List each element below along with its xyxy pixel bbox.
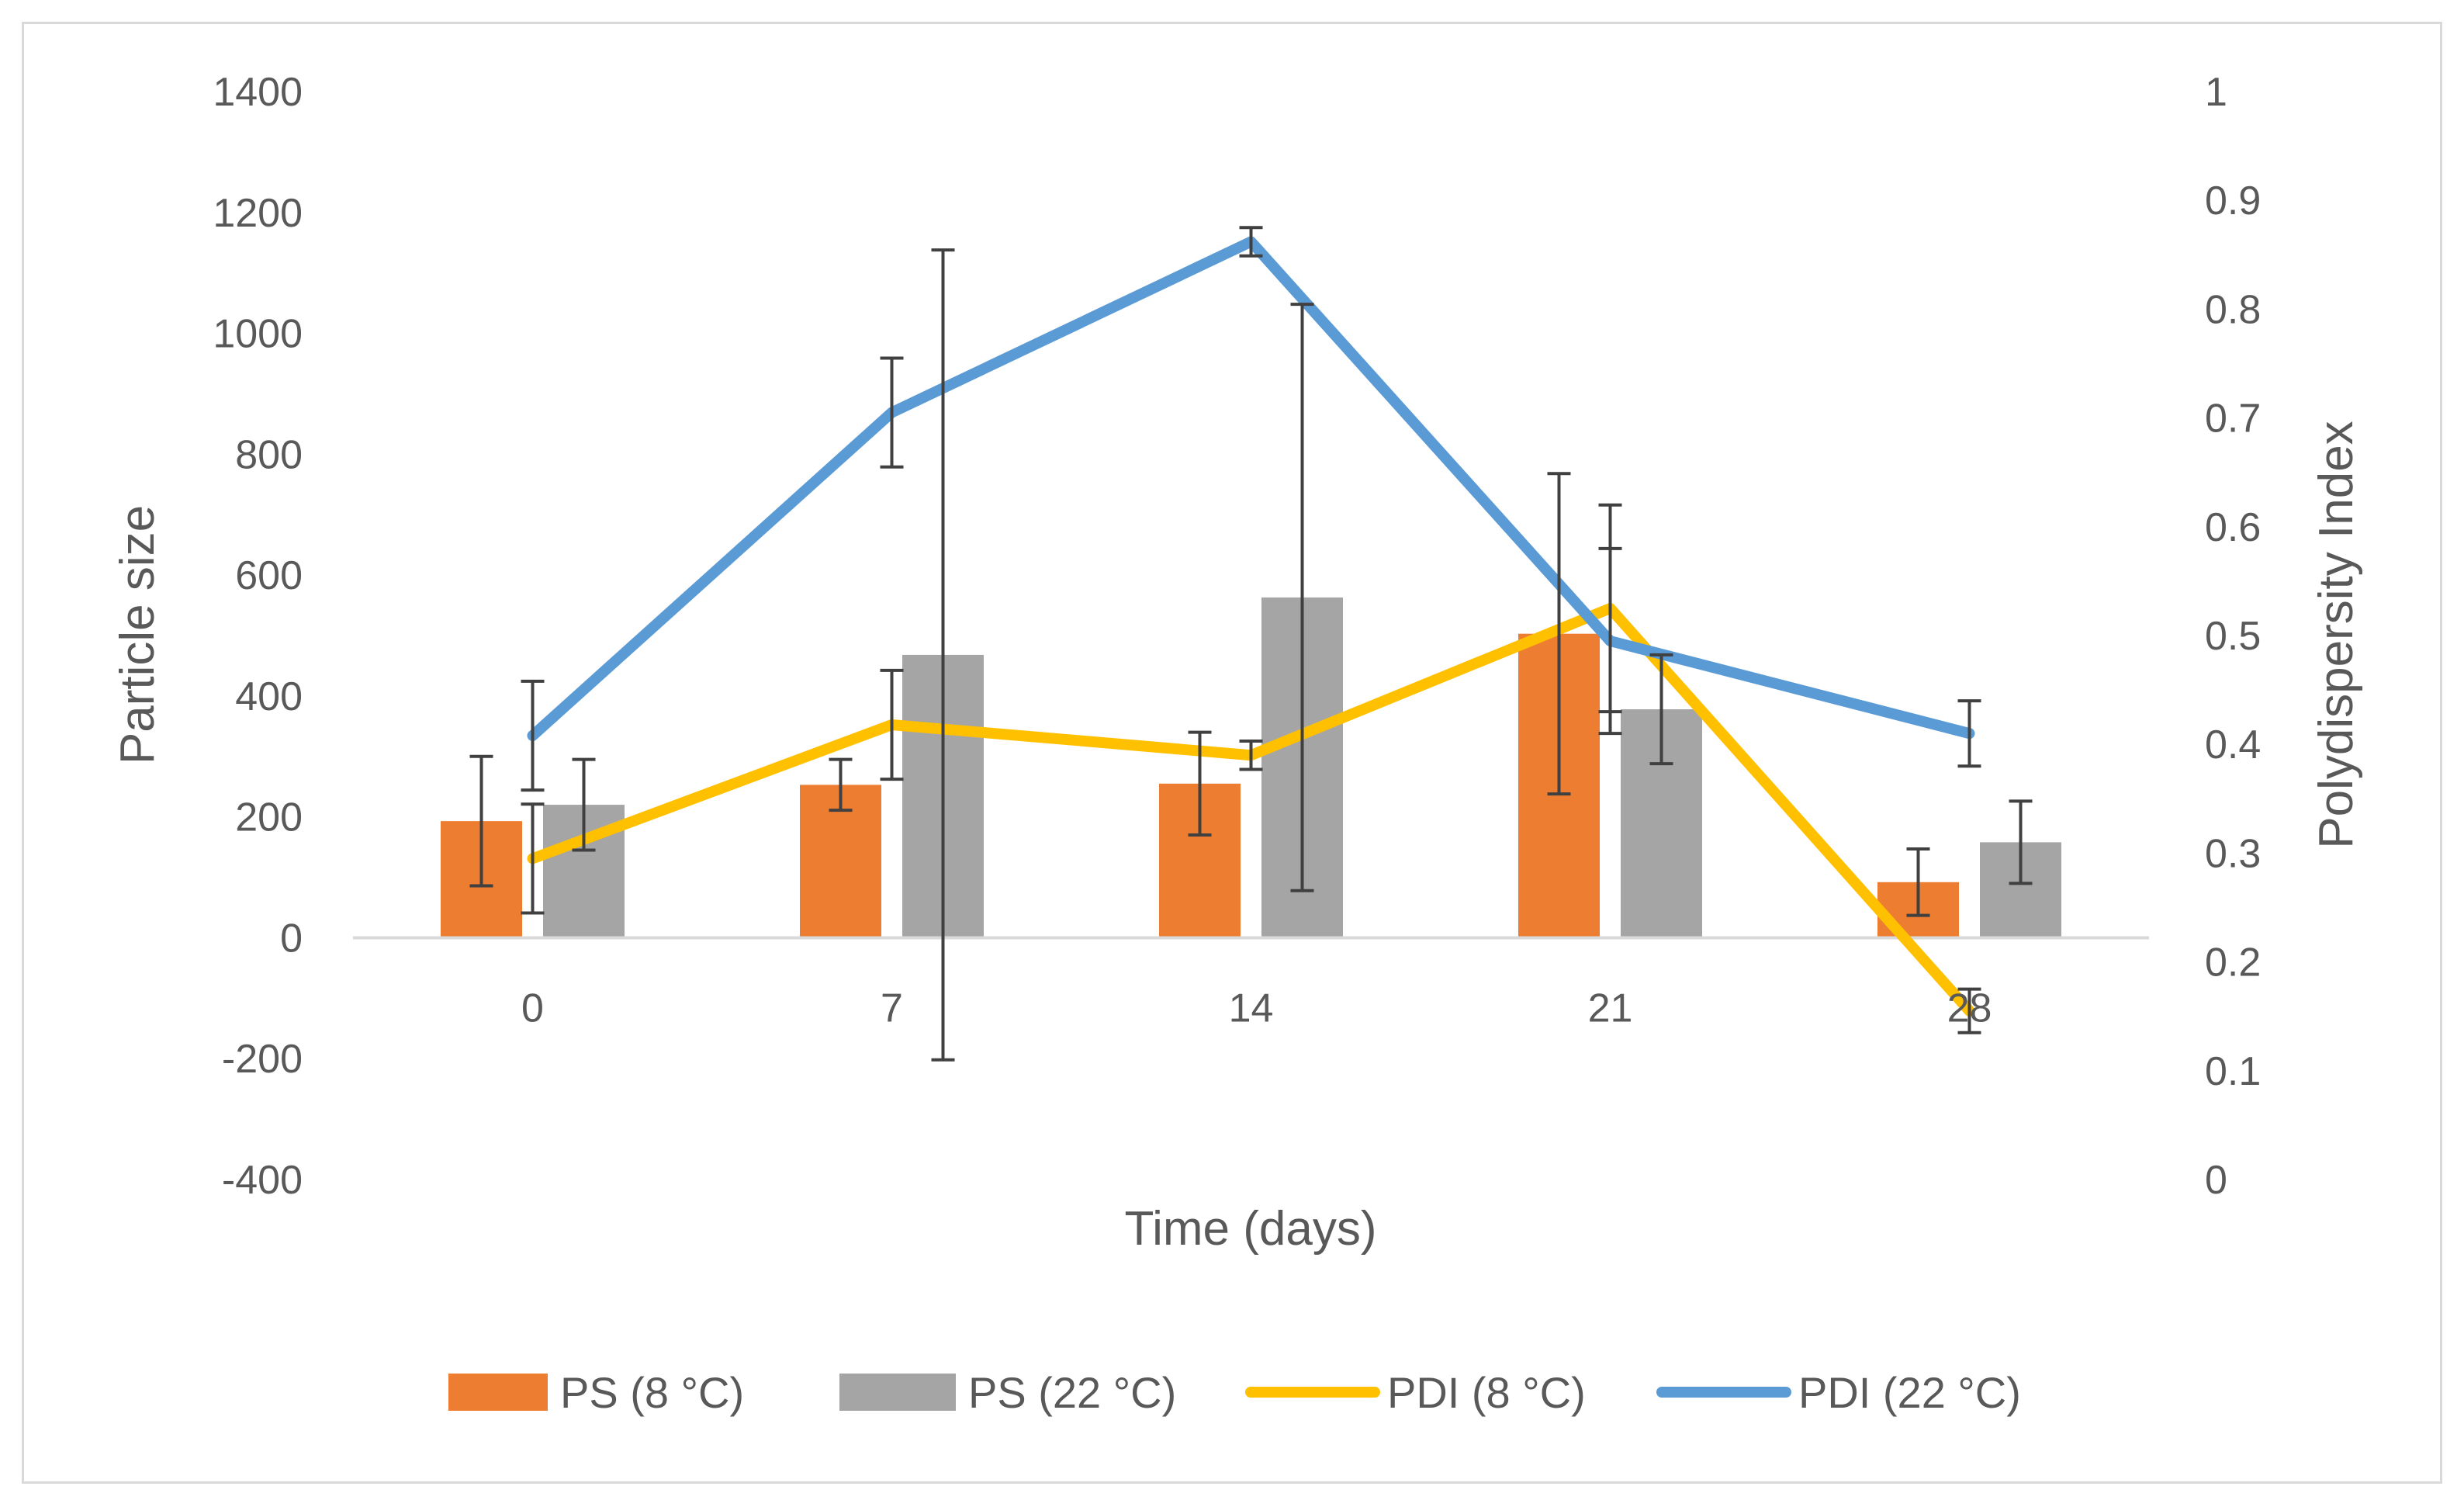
chart-frame bbox=[22, 22, 2442, 1484]
error-bar-pdi-8c-day-14 bbox=[1239, 739, 1263, 771]
lines-layer bbox=[527, 236, 1975, 1017]
legend-item-pdi-22c: PDI (22 °C) bbox=[1656, 1368, 2021, 1417]
error-bar-ps-8c-day-28 bbox=[1906, 847, 1930, 917]
legend-item-pdi-8c: PDI (8 °C) bbox=[1245, 1368, 1586, 1417]
error-bars-layer bbox=[469, 226, 2033, 1062]
error-bar-ps-8c-day-0 bbox=[469, 754, 493, 888]
legend-swatch-ps-8c bbox=[448, 1374, 548, 1411]
error-bar-ps-22c-day-0 bbox=[572, 757, 596, 852]
left-axis: -400 -200 0 200 400 600 800 1000 1200 1400 bbox=[213, 70, 303, 1203]
legend-item-ps-22c: PS (22 °C) bbox=[839, 1368, 1176, 1417]
left-axis-title: Particle size bbox=[111, 505, 164, 764]
x-tick-label: 0 bbox=[521, 986, 544, 1031]
left-tick-label: 400 bbox=[235, 674, 303, 719]
error-bar-pdi-8c-day-28 bbox=[1957, 987, 1981, 1034]
x-tick-label: 14 bbox=[1229, 986, 1274, 1031]
left-tick-label: 1400 bbox=[213, 70, 303, 115]
error-bar-ps-22c-day-28 bbox=[2009, 799, 2033, 885]
x-tick-label: 21 bbox=[1588, 986, 1633, 1031]
right-tick-label: 0.2 bbox=[2205, 941, 2261, 986]
legend-label-pdi-8c: PDI (8 °C) bbox=[1387, 1368, 1586, 1417]
right-tick-label: 0.5 bbox=[2205, 614, 2261, 659]
error-bar-ps-8c-day-7 bbox=[829, 757, 853, 812]
x-tick-label: 28 bbox=[1947, 986, 1992, 1031]
x-tick-label: 7 bbox=[881, 986, 903, 1031]
right-tick-label: 0.7 bbox=[2205, 397, 2261, 442]
left-tick-label: -200 bbox=[222, 1037, 303, 1082]
error-bar-pdi-22c-day-14 bbox=[1239, 226, 1263, 258]
right-tick-label: 0 bbox=[2205, 1158, 2227, 1203]
left-tick-label: 1000 bbox=[213, 312, 303, 357]
error-bar-ps-8c-day-14 bbox=[1188, 730, 1212, 837]
left-tick-label: 1200 bbox=[213, 191, 303, 236]
x-axis: 0 7 14 21 28 bbox=[521, 986, 1992, 1031]
right-axis-title: Polydispersity Index bbox=[2310, 421, 2363, 848]
line-pdi-22c bbox=[527, 236, 1975, 741]
error-bar-ps-22c-day-7 bbox=[931, 248, 955, 1062]
error-bar-pdi-22c-day-28 bbox=[1957, 699, 1981, 768]
legend-label-pdi-22c: PDI (22 °C) bbox=[1798, 1368, 2021, 1417]
error-bar-pdi-22c-day-7 bbox=[880, 356, 904, 469]
left-tick-label: 200 bbox=[235, 795, 303, 840]
error-bar-ps-22c-day-14 bbox=[1290, 303, 1314, 892]
right-tick-label: 0.6 bbox=[2205, 505, 2261, 550]
right-axis: 0 0.1 0.2 0.3 0.4 0.5 0.6 0.7 0.8 0.9 1 bbox=[2205, 70, 2261, 1203]
legend-swatch-ps-22c bbox=[839, 1374, 956, 1411]
right-tick-label: 1 bbox=[2205, 70, 2227, 115]
right-tick-label: 0.3 bbox=[2205, 831, 2261, 876]
error-bar-pdi-22c-day-21 bbox=[1598, 546, 1622, 736]
legend-label-ps-22c: PS (22 °C) bbox=[968, 1368, 1176, 1417]
left-tick-label: 600 bbox=[235, 553, 303, 598]
error-bar-ps-22c-day-21 bbox=[1649, 653, 1673, 766]
legend-item-ps-8c: PS (8 °C) bbox=[448, 1368, 744, 1417]
x-axis-title: Time (days) bbox=[1125, 1202, 1377, 1256]
error-bar-pdi-8c-day-7 bbox=[880, 668, 904, 781]
error-bar-pdi-8c-day-0 bbox=[521, 802, 545, 915]
left-tick-label: 800 bbox=[235, 432, 303, 477]
legend: PS (8 °C) PS (22 °C) PDI (8 °C) PDI (22 °C) bbox=[448, 1368, 2021, 1417]
error-bar-pdi-22c-day-0 bbox=[521, 679, 545, 792]
right-tick-label: 0.4 bbox=[2205, 722, 2261, 767]
left-tick-label: -400 bbox=[222, 1158, 303, 1203]
right-tick-label: 0.8 bbox=[2205, 287, 2261, 332]
right-tick-label: 0.1 bbox=[2205, 1049, 2261, 1094]
left-tick-label: 0 bbox=[280, 916, 303, 961]
legend-label-ps-8c: PS (8 °C) bbox=[560, 1368, 744, 1417]
line-pdi-8c bbox=[527, 602, 1975, 1017]
right-tick-label: 0.9 bbox=[2205, 178, 2261, 223]
error-bar-ps-8c-day-21 bbox=[1547, 472, 1571, 796]
